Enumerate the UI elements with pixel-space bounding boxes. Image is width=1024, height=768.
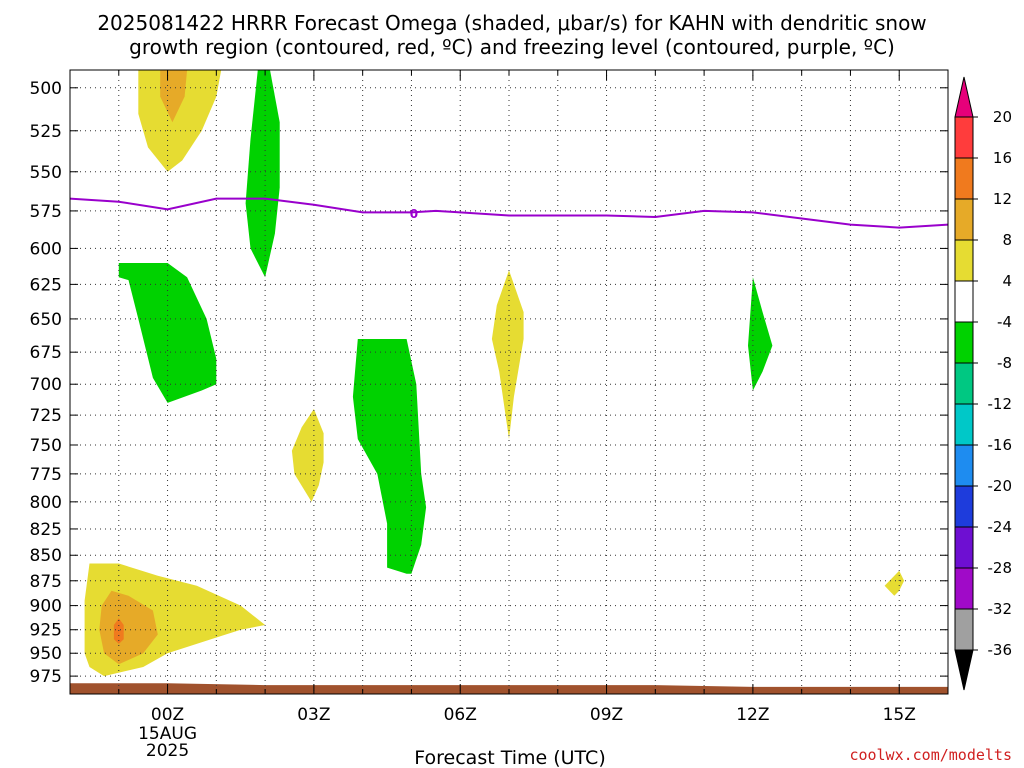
y-tick-label: 625: [30, 275, 62, 295]
y-tick-label: 975: [30, 667, 62, 687]
y-tick-label: 725: [30, 406, 62, 426]
terrain-band: [70, 683, 948, 694]
omega-shaded-regions: [84, 70, 905, 677]
colorbar-label: -36: [988, 641, 1013, 659]
colorbar-label: -32: [988, 600, 1013, 618]
colorbar-label: -4: [997, 313, 1012, 331]
freezing-level-label: 0: [410, 207, 418, 221]
omega-region-5: [748, 277, 773, 391]
x-tick-sublabel: 15AUG: [138, 724, 197, 744]
colorbar-swatch: [954, 321, 974, 364]
colorbar-swatch: [954, 526, 974, 569]
x-tick-label: 09Z: [590, 705, 623, 725]
colorbar-swatch: [954, 239, 974, 282]
y-tick-label: 775: [30, 465, 62, 485]
y-tick-label: 575: [30, 202, 62, 222]
y-tick-label: 525: [30, 122, 62, 142]
colorbar-label: 4: [1002, 272, 1012, 290]
colorbar-swatch: [954, 362, 974, 405]
colorbar-swatch: [954, 608, 974, 651]
y-tick-label: 850: [30, 546, 62, 566]
omega-region-4: [352, 339, 427, 574]
x-tick-label: 03Z: [297, 705, 330, 725]
omega-region-1: [160, 70, 188, 123]
omega-region-7: [291, 409, 324, 502]
colorbar-swatch: [954, 444, 974, 487]
colorbar-swatch: [954, 116, 974, 159]
colorbar-label: -12: [988, 395, 1013, 413]
omega-region-10: [99, 590, 158, 665]
y-axis-ticks: 500 525 550 575 600 625 650 675 700 725 750 775 800 8…: [30, 79, 948, 687]
colorbar-swatch: [954, 280, 974, 323]
x-tick-label: 12Z: [736, 705, 769, 725]
chart-title-line1: 2025081422 HRRR Forecast Omega (shaded, …: [97, 11, 926, 35]
colorbar-label: -16: [988, 436, 1013, 454]
y-tick-label: 700: [30, 375, 62, 395]
omega-region-11: [113, 618, 124, 644]
colorbar-label: -8: [997, 354, 1012, 372]
colorbar-label: 8: [1002, 231, 1012, 249]
colorbar-swatch: [954, 403, 974, 446]
colorbar-label: -24: [988, 518, 1013, 536]
freezing-level-contour: 0: [69, 197, 949, 229]
grid-lines: [70, 70, 948, 694]
colorbar-swatch: [954, 567, 974, 610]
colorbar-swatch: [954, 485, 974, 528]
colorbar-swatch: [954, 157, 974, 200]
colorbar-label: 12: [993, 190, 1012, 208]
colorbar-label: -28: [988, 559, 1013, 577]
freezing-level-line: [69, 197, 949, 229]
y-tick-label: 925: [30, 621, 62, 641]
x-tick-label: 06Z: [444, 705, 477, 725]
y-tick-label: 950: [30, 644, 62, 664]
x-tick-sublabel: 2025: [146, 741, 189, 761]
y-tick-label: 550: [30, 163, 62, 183]
colorbar-bottom-arrow: [954, 649, 974, 691]
colorbar-label: 20: [993, 108, 1012, 126]
terrain-fill: [70, 683, 948, 694]
y-tick-label: 650: [30, 310, 62, 330]
x-axis-label: Forecast Time (UTC): [414, 747, 605, 768]
y-tick-label: 600: [30, 239, 62, 259]
omega-region-8: [884, 570, 905, 596]
y-tick-label: 675: [30, 343, 62, 363]
x-tick-label: 15Z: [883, 705, 916, 725]
y-tick-label: 500: [30, 79, 62, 99]
credit-text: coolwx.com/modelts: [849, 746, 1012, 764]
chart-title-line2: growth region (contoured, red, ºC) and f…: [129, 35, 895, 59]
y-tick-label: 875: [30, 572, 62, 592]
colorbar-top-arrow: [954, 76, 974, 118]
plot-frame: [69, 69, 949, 695]
colorbar-label: -20: [988, 477, 1013, 495]
x-tick-label: 00Z: [151, 705, 184, 725]
colorbar-swatch: [954, 198, 974, 241]
omega-region-6: [491, 270, 524, 440]
colorbar-label: 16: [993, 149, 1012, 167]
omega-region-0: [138, 70, 222, 172]
y-tick-label: 750: [30, 436, 62, 456]
omega-region-3: [118, 263, 217, 403]
colorbar: 20 16 12 8 4 -4 -8 -12 -16 -20 -24 -28 -32 -36: [954, 76, 1013, 691]
y-tick-label: 900: [30, 597, 62, 617]
y-tick-label: 800: [30, 493, 62, 513]
y-tick-label: 825: [30, 520, 62, 540]
omega-region-2: [245, 70, 280, 278]
